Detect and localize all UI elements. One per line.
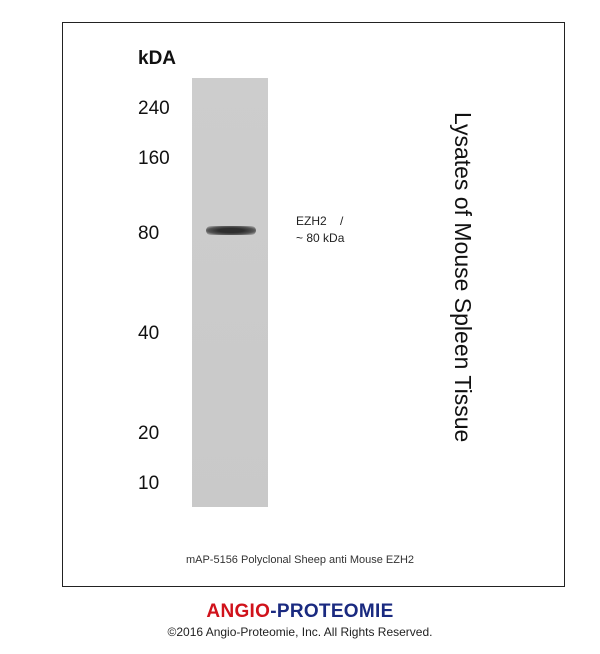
marker-label: 80 bbox=[138, 223, 160, 244]
figure-frame bbox=[62, 22, 565, 587]
copyright: ©2016 Angio-Proteomie, Inc. All Rights R… bbox=[167, 625, 433, 639]
marker-label: 20 bbox=[138, 423, 160, 444]
marker-label: 40 bbox=[138, 323, 160, 344]
marker-label: 240 bbox=[138, 98, 170, 119]
marker-label: 160 bbox=[138, 148, 170, 169]
band-name: EZH2 / bbox=[296, 214, 344, 228]
brand-part2: PROTEOMIE bbox=[276, 601, 394, 622]
band-label: EZH2 / ~ 80 kDa bbox=[296, 213, 344, 247]
blot-lane bbox=[192, 78, 268, 507]
marker-label: 10 bbox=[138, 473, 160, 494]
antibody-caption: mAP-5156 Polyclonal Sheep anti Mouse EZH… bbox=[185, 554, 415, 566]
protein-band bbox=[206, 226, 256, 235]
sample-label: Lysates of Mouse Spleen Tissue bbox=[450, 112, 476, 443]
brand-part1: ANGIO bbox=[206, 601, 271, 622]
brand-separator: - bbox=[270, 601, 277, 622]
unit-label: kDA bbox=[138, 48, 177, 69]
band-size: ~ 80 kDa bbox=[296, 231, 345, 245]
brand-logo: ANGIO-PROTEOMIE bbox=[0, 601, 600, 623]
